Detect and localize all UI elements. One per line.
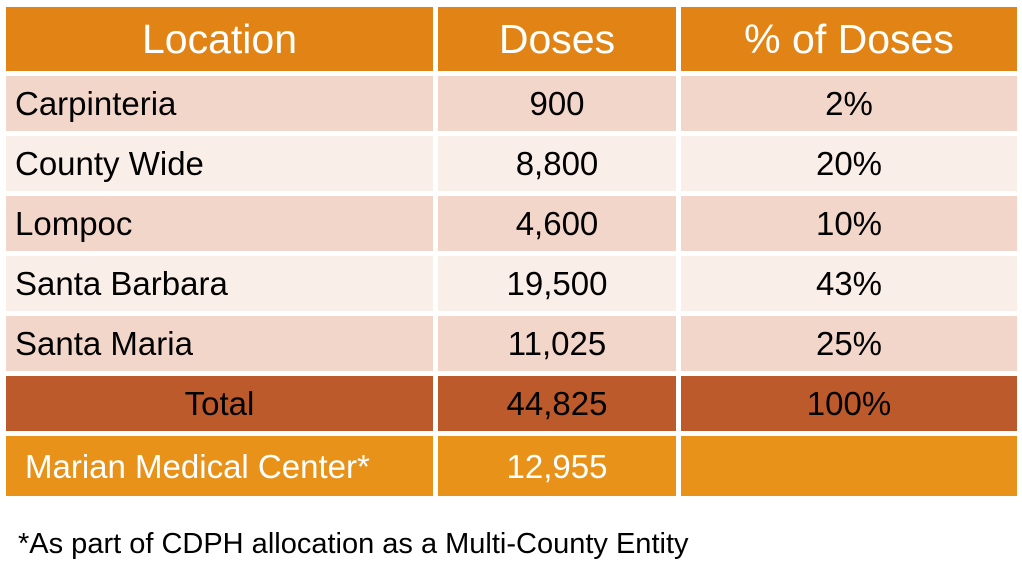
special-pct: [681, 436, 1017, 496]
header-cell-doses: Doses: [438, 7, 676, 71]
total-doses: 44,825: [438, 376, 676, 431]
cell-location: Santa Maria: [6, 316, 433, 371]
cell-pct: 10%: [681, 196, 1017, 251]
cell-doses: 11,025: [438, 316, 676, 371]
cell-location: Lompoc: [6, 196, 433, 251]
footnote: *As part of CDPH allocation as a Multi-C…: [18, 528, 689, 560]
cell-location: County Wide: [6, 136, 433, 191]
header-cell-pct: % of Doses: [681, 7, 1017, 71]
header-cell-location: Location: [6, 7, 433, 71]
cell-pct: 2%: [681, 76, 1017, 131]
doses-allocation-table: Location Doses % of Doses Carpinteria 90…: [6, 7, 1017, 496]
cell-pct: 20%: [681, 136, 1017, 191]
special-doses: 12,955: [438, 436, 676, 496]
cell-doses: 19,500: [438, 256, 676, 311]
cell-location: Santa Barbara: [6, 256, 433, 311]
cell-location: Carpinteria: [6, 76, 433, 131]
special-label: Marian Medical Center*: [6, 436, 433, 496]
cell-doses: 4,600: [438, 196, 676, 251]
cell-pct: 43%: [681, 256, 1017, 311]
total-label: Total: [6, 376, 433, 431]
cell-doses: 8,800: [438, 136, 676, 191]
cell-doses: 900: [438, 76, 676, 131]
total-pct: 100%: [681, 376, 1017, 431]
cell-pct: 25%: [681, 316, 1017, 371]
